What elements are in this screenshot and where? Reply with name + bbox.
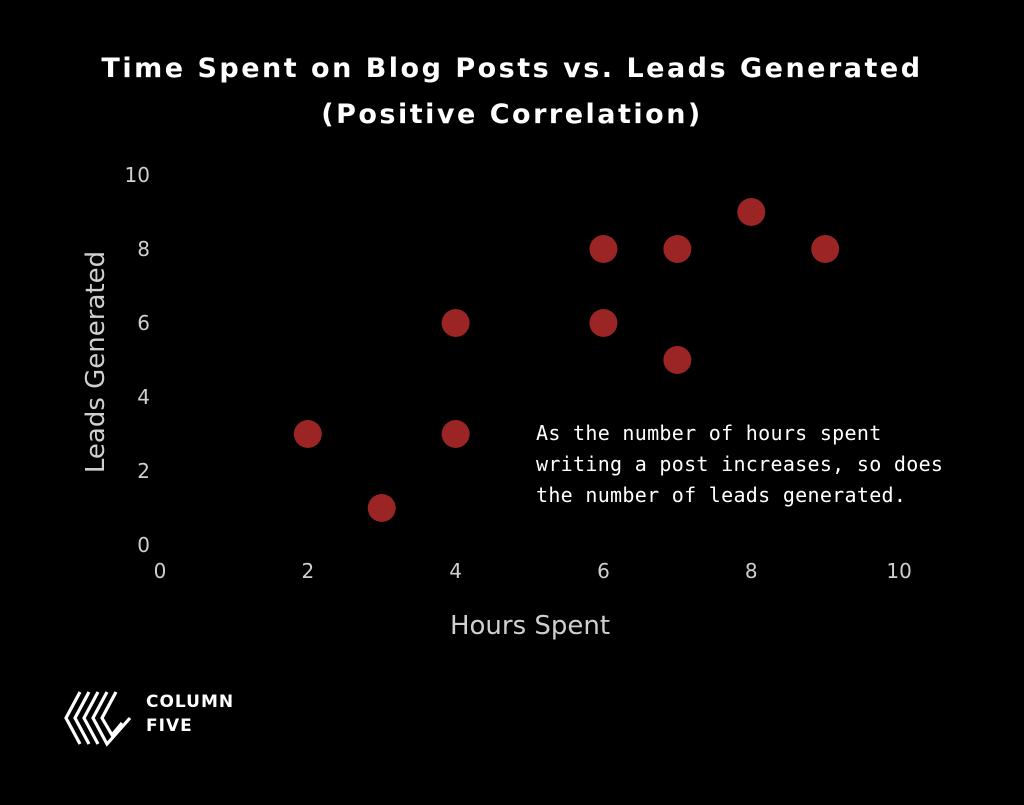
logo-text-line-2: FIVE — [146, 716, 193, 736]
chart-title-line-1: Time Spent on Blog Posts vs. Leads Gener… — [101, 53, 923, 84]
x-tick-label: 0 — [154, 559, 167, 583]
y-tick-label: 4 — [137, 385, 150, 409]
x-axis-label: Hours Spent — [450, 611, 610, 641]
data-point — [589, 235, 618, 263]
annotation-line-1: As the number of hours spent — [536, 421, 882, 445]
y-tick-label: 2 — [137, 459, 150, 483]
column-five-logo-icon — [64, 691, 132, 747]
data-point — [367, 494, 396, 522]
chart-annotation: As the number of hours spent writing a p… — [536, 418, 996, 511]
data-point — [737, 198, 766, 226]
logo-text-line-1: COLUMN — [146, 692, 235, 712]
column-five-logo: COLUMN FIVE — [64, 688, 254, 748]
data-points — [293, 198, 840, 522]
x-tick-label: 10 — [886, 559, 911, 583]
y-tick-label: 8 — [137, 237, 150, 261]
data-point — [663, 346, 692, 374]
chart-title: Time Spent on Blog Posts vs. Leads Gener… — [0, 46, 1024, 138]
chart-title-line-2: (Positive Correlation) — [321, 99, 703, 130]
annotation-line-3: the number of leads generated. — [536, 483, 907, 507]
y-tick-label: 0 — [137, 533, 150, 557]
x-tick-label: 2 — [301, 559, 314, 583]
data-point — [589, 309, 618, 337]
data-point — [663, 235, 692, 263]
y-axis-label: Leads Generated — [81, 251, 111, 473]
y-tick-label: 10 — [125, 163, 150, 187]
data-point — [293, 420, 322, 448]
x-tick-label: 6 — [597, 559, 610, 583]
data-point — [441, 420, 470, 448]
y-tick-label: 6 — [137, 311, 150, 335]
x-axis-ticks: 0 2 4 6 8 10 — [154, 559, 912, 583]
data-point — [441, 309, 470, 337]
y-axis-ticks: 0 2 4 6 8 10 — [125, 163, 150, 557]
logo-wordmark: COLUMN FIVE — [146, 690, 234, 738]
annotation-line-2: writing a post increases, so does — [536, 452, 944, 476]
x-tick-label: 8 — [745, 559, 758, 583]
data-point — [811, 235, 840, 263]
x-tick-label: 4 — [449, 559, 462, 583]
